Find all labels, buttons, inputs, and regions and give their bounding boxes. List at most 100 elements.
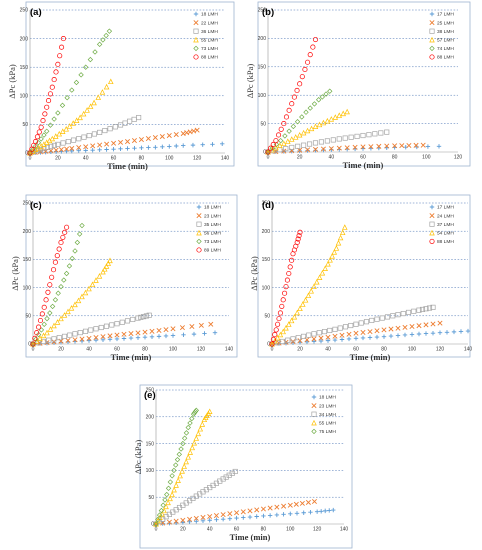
data-point [413, 142, 419, 148]
data-point [287, 502, 293, 508]
data-point [104, 147, 109, 152]
data-point [272, 332, 278, 338]
data-point [419, 306, 426, 313]
legend-marker [429, 238, 435, 244]
y-tick-label: 0 [151, 522, 154, 528]
data-point [155, 516, 161, 523]
data-point [297, 305, 303, 312]
series-56-lmh [30, 257, 113, 347]
data-point [58, 315, 64, 322]
data-point [44, 104, 50, 110]
legend-label: 18 LMH [319, 395, 336, 401]
data-point [305, 148, 310, 153]
legend-label: 74 LMH [437, 46, 454, 52]
data-point [56, 335, 62, 341]
data-point [294, 309, 300, 316]
legend-label: 89 LMH [204, 248, 221, 254]
data-point [141, 314, 147, 320]
x-tick-label: 120 [454, 155, 463, 161]
x-tick-label: 60 [234, 527, 240, 533]
series-34-lmh [153, 468, 238, 527]
data-point [283, 146, 289, 152]
y-tick-label: 150 [20, 65, 29, 71]
data-point [171, 467, 177, 474]
data-point [381, 334, 387, 339]
data-point [277, 310, 283, 316]
data-point [54, 253, 60, 259]
data-point [51, 336, 57, 342]
data-point [108, 78, 114, 85]
data-point [161, 507, 167, 514]
data-point [198, 322, 204, 328]
data-point [423, 331, 429, 336]
data-point [296, 233, 302, 239]
data-point [287, 264, 293, 270]
legend-marker [196, 229, 202, 236]
data-point [212, 330, 218, 335]
data-point [53, 147, 59, 153]
legend-marker [193, 20, 199, 26]
data-point [297, 81, 303, 87]
data-point [39, 311, 45, 317]
data-point [52, 259, 58, 265]
data-point [269, 145, 275, 151]
data-point [59, 102, 66, 109]
x-axis-label: Time (min) [350, 352, 391, 362]
data-point [332, 114, 339, 120]
data-point [311, 336, 317, 342]
data-point [200, 142, 205, 147]
data-point [402, 332, 408, 338]
data-point [77, 114, 83, 121]
data-point [307, 52, 313, 58]
x-tick-label: 100 [422, 155, 431, 161]
data-point [423, 322, 429, 328]
data-point [169, 491, 175, 498]
data-point [174, 456, 181, 463]
legend-marker [196, 238, 202, 245]
data-point [316, 330, 322, 336]
data-point [304, 127, 311, 134]
x-tick-label: 0 [271, 347, 274, 353]
data-point [75, 297, 82, 304]
data-point [297, 338, 303, 344]
data-point [34, 134, 40, 140]
data-point [73, 79, 80, 86]
data-point [92, 49, 98, 55]
data-point [142, 329, 148, 335]
data-point [344, 145, 350, 151]
data-point [170, 333, 176, 338]
data-point [95, 94, 102, 100]
x-tick-label: 20 [55, 156, 61, 162]
data-point [86, 338, 92, 343]
data-point [395, 333, 401, 338]
data-point [40, 332, 47, 339]
series-23-lmh [153, 498, 317, 527]
data-point [293, 501, 299, 507]
legend-marker [193, 11, 199, 17]
x-axis-label: Time (min) [230, 532, 271, 542]
data-point [325, 338, 331, 343]
data-point [291, 94, 297, 100]
data-point [179, 468, 185, 474]
data-point [302, 66, 308, 73]
data-point [254, 507, 260, 513]
data-point [103, 323, 110, 329]
chart-panel-2: 0 50 100 150 200 250 0 20 40 60 80 100 120 Time (min)… [245, 1, 471, 170]
panel-label: (d) [262, 200, 274, 211]
data-point [200, 518, 206, 523]
legend-label: 37 LMH [437, 222, 454, 228]
data-point [41, 304, 47, 310]
data-point [374, 328, 380, 334]
data-point [423, 306, 429, 312]
data-point [158, 507, 165, 514]
x-tick-label: 20 [180, 527, 186, 533]
data-point [400, 310, 406, 317]
y-axis-label: ΔPc (kPa) [249, 256, 259, 291]
chart-panel-3: 0 50 100 150 200 250 0 20 40 60 80 100 120 140 Time (m… [10, 194, 238, 362]
data-point [416, 323, 422, 329]
data-point [332, 337, 338, 343]
data-point [339, 229, 346, 236]
legend-marker [429, 28, 435, 34]
x-tick-label: 60 [111, 156, 117, 162]
